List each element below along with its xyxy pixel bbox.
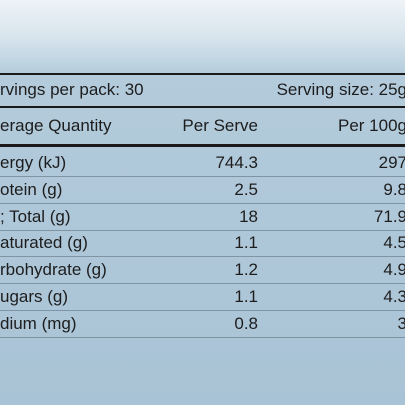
nutrient-name: ; Total (g): [0, 206, 71, 226]
nutrient-name: dium (mg): [0, 313, 77, 333]
nutrient-name: otein (g): [0, 179, 63, 199]
serving-info: rvings per pack: 30 Serving size: 25g: [0, 77, 405, 103]
rule: [0, 73, 405, 75]
row-divider: [0, 310, 405, 311]
header-per-100g: Per 100g: [338, 116, 405, 135]
table-header: erage Quantity Per Serve Per 100g: [0, 113, 405, 139]
nutrient-name: ugars (g): [0, 287, 69, 306]
table-row: dium (mg) 0.8 3: [0, 311, 405, 337]
per-serve: 744.3: [215, 153, 258, 172]
table-row: ergy (kJ) 744.3 297: [0, 150, 405, 176]
row-divider: [0, 229, 405, 231]
per-100g: 297: [378, 153, 405, 172]
per-100g: 71.9: [373, 206, 405, 226]
table-row: rbohydrate (g) 1.2 4.9: [0, 257, 405, 283]
per-100g: 4.5: [383, 233, 405, 253]
table-row: ; Total (g) 18 71.9: [0, 204, 405, 230]
per-100g: 9.8: [383, 179, 405, 199]
table-row: aturated (g) 1.1 4.5: [0, 230, 405, 256]
row-divider: [0, 283, 405, 285]
servings-per-pack: rvings per pack: 30: [0, 80, 144, 99]
rule: [0, 106, 405, 108]
per-serve: 2.5: [234, 179, 258, 199]
per-serve: 0.8: [234, 313, 258, 333]
serving-size: Serving size: 25g: [276, 80, 405, 99]
per-100g: 4.3: [383, 287, 405, 306]
row-divider: [0, 256, 405, 258]
nutrient-name: aturated (g): [0, 233, 88, 253]
per-serve: 1.2: [234, 260, 258, 280]
table-row: ugars (g) 1.1 4.3: [0, 284, 405, 310]
header-per-serve: Per Serve: [182, 116, 258, 135]
per-serve: 1.1: [234, 287, 258, 306]
row-divider: [0, 202, 405, 204]
per-100g: 3: [397, 313, 405, 333]
nutrient-name: ergy (kJ): [0, 153, 67, 172]
row-divider: [0, 336, 405, 338]
row-divider: [0, 176, 405, 177]
table-row: otein (g) 2.5 9.8: [0, 177, 405, 203]
header-quantity: erage Quantity: [0, 116, 112, 135]
nutrient-name: rbohydrate (g): [0, 260, 107, 280]
per-serve: 1.1: [234, 233, 258, 253]
per-serve: 18: [239, 206, 258, 226]
rule: [0, 144, 405, 147]
per-100g: 4.9: [383, 260, 405, 280]
